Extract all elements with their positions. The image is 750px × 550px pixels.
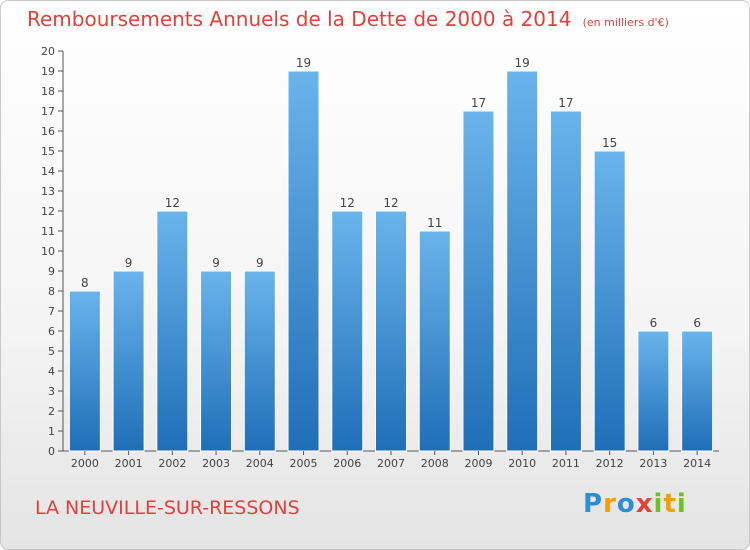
y-tick-label: 10 [41, 245, 55, 258]
y-tick-label: 2 [48, 405, 55, 418]
x-tick-label: 2012 [596, 457, 624, 470]
y-tick-label: 9 [48, 265, 55, 278]
proxiti-logo[interactable]: Proxiti [583, 489, 687, 519]
x-tick-label: 2013 [639, 457, 667, 470]
x-tick-label: 2011 [552, 457, 580, 470]
x-tick-label: 2000 [71, 457, 99, 470]
logo-letter: x [635, 489, 654, 519]
x-tick-label: 2014 [683, 457, 711, 470]
y-tick-label: 3 [48, 385, 55, 398]
logo-letter: P [583, 489, 604, 519]
data-label: 9 [256, 256, 264, 270]
bar [68, 290, 101, 452]
bar [418, 230, 451, 452]
y-tick-label: 5 [48, 345, 55, 358]
y-tick-label: 17 [41, 105, 55, 118]
y-tick-label: 8 [48, 285, 55, 298]
bar [200, 270, 233, 452]
bar [375, 210, 407, 452]
bar [593, 150, 626, 452]
x-tick-label: 2010 [508, 457, 536, 470]
y-tick-label: 4 [48, 365, 55, 378]
data-label: 17 [471, 96, 486, 110]
x-tick-label: 2009 [464, 457, 492, 470]
y-tick-label: 15 [41, 145, 55, 158]
logo-letter: i [653, 489, 664, 519]
logo-letter: i [676, 489, 687, 519]
bar [287, 70, 320, 452]
data-label: 9 [212, 256, 220, 270]
data-label: 12 [340, 196, 355, 210]
x-tick-label: 2007 [377, 457, 405, 470]
x-tick-label: 2001 [115, 457, 143, 470]
y-tick-label: 6 [48, 325, 55, 338]
data-label: 17 [558, 96, 573, 110]
data-label: 9 [125, 256, 133, 270]
y-tick-label: 12 [41, 205, 55, 218]
logo-letter: r [603, 489, 617, 519]
logo-letter: o [616, 489, 636, 519]
y-tick-label: 16 [41, 125, 55, 138]
commune-name: LA NEUVILLE-SUR-RESSONS [35, 497, 300, 519]
logo-letter: t [663, 489, 677, 519]
x-tick-label: 2008 [421, 457, 449, 470]
data-label: 12 [165, 196, 180, 210]
bar [112, 270, 145, 452]
y-tick-label: 20 [41, 45, 55, 58]
x-tick-label: 2002 [158, 457, 186, 470]
data-label: 8 [81, 276, 89, 290]
x-tick-label: 2005 [290, 457, 318, 470]
bar [243, 270, 276, 452]
bar [156, 210, 189, 452]
chart-title-text: Remboursements Annuels de la Dette de 20… [27, 7, 572, 31]
bar [549, 110, 582, 452]
y-tick-label: 18 [41, 85, 55, 98]
y-tick-label: 11 [41, 225, 55, 238]
y-tick-label: 0 [48, 445, 55, 458]
y-tick-label: 1 [48, 425, 55, 438]
data-label: 19 [515, 56, 530, 70]
chart-unit: (en milliers d'€) [582, 16, 669, 29]
data-label: 6 [650, 316, 658, 330]
data-label: 12 [383, 196, 398, 210]
bar [506, 70, 539, 452]
data-label: 11 [427, 216, 442, 230]
bar [637, 330, 670, 452]
data-label: 6 [693, 316, 701, 330]
y-tick-label: 14 [41, 165, 55, 178]
bar [681, 330, 714, 452]
y-tick-label: 7 [48, 305, 55, 318]
data-label: 15 [602, 136, 617, 150]
x-tick-label: 2006 [333, 457, 361, 470]
x-tick-label: 2004 [246, 457, 274, 470]
data-label: 19 [296, 56, 311, 70]
y-tick-label: 13 [41, 185, 55, 198]
x-tick-label: 2003 [202, 457, 230, 470]
y-tick-label: 19 [41, 65, 55, 78]
chart-title: Remboursements Annuels de la Dette de 20… [27, 7, 669, 31]
bar [462, 110, 495, 452]
bar [331, 210, 364, 452]
